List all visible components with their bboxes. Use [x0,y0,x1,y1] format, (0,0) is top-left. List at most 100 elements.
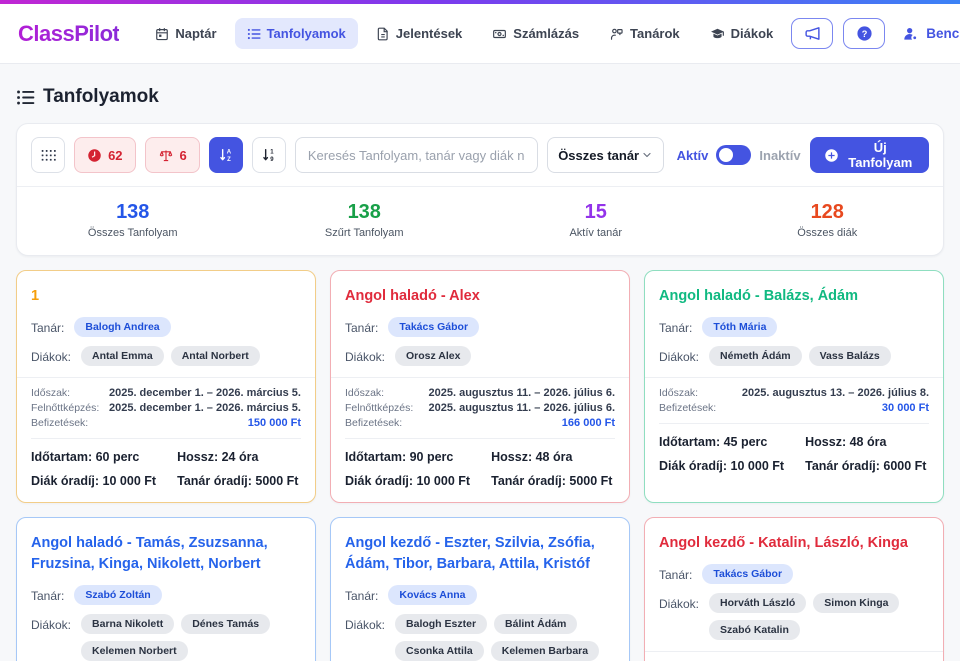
course-card[interactable]: 1 Tanár: Balogh Andrea Diákok: Antal Emma Ant… [16,270,316,504]
info-label: Befizetések: [345,417,403,430]
announcements-button[interactable] [791,18,834,49]
teacher-pills: Kovács Anna [388,585,477,606]
teacher-pills: Szabó Zoltán [74,585,162,606]
list-icon [247,27,261,41]
plus-circle-icon [824,148,839,163]
students-label: Diákok: [345,618,386,633]
course-card[interactable]: Angol haladó - Balázs, Ádám Tanár: Tóth Má… [644,270,944,504]
main-nav: Naptár Tanfolyamok Jelentések Számlázás Taná… [143,18,785,49]
divider [31,438,301,440]
teacher-rate-cell: Tanár óradíj: 5000 Ft [177,474,299,489]
duration-cell: Időtartam: 45 perc [659,435,768,450]
info-row: Felnőttképzés: 2025. december 1. – 2026. … [31,402,301,414]
divider [659,423,929,425]
nav-item-label: Tanárok [630,26,680,41]
help-button[interactable]: ? [843,18,886,49]
teacher-row: Tanár: Szabó Zoltán [31,585,301,606]
balance-alerts-button[interactable]: 6 [144,137,200,173]
app-header: ClassPilot Naptár Tanfolyamok Jelentések Sz… [0,4,960,64]
new-course-button[interactable]: Új Tanfolyam [809,137,930,173]
report-icon [376,27,390,41]
info-row: Befizetések: 166 000 Ft [345,417,615,429]
teacher-filter-select[interactable]: Összes tanár [547,137,664,173]
divider [645,377,943,379]
nav-item-számlázás[interactable]: Számlázás [480,18,591,49]
header-right: ? Benc [791,18,960,49]
stat-item: 128 Összes diák [712,201,944,239]
view-grid-button[interactable] [31,137,66,173]
length-cell: Hossz: 48 óra [491,450,573,465]
student-pills: Németh Ádám Vass Balázs [709,346,891,367]
teacher-label: Tanár: [659,321,693,336]
active-label: Aktív [676,147,709,163]
students-label: Diákok: [31,618,72,633]
nav-item-label: Diákok [730,26,774,41]
stat-item: 138 Összes Tanfolyam [17,201,249,239]
info-row: Befizetések: 150 000 Ft [31,417,301,429]
course-title: Angol haladó - Tamás, Zsuzsanna, Fruzsin… [31,535,268,573]
duration-cell: Időtartam: 90 perc [345,450,454,465]
student-pill: Simon Kinga [813,593,900,614]
info-row: Befizetések: 30 000 Ft [659,402,929,414]
stat-item: 15 Aktív tanár [480,201,712,239]
divider [645,651,943,653]
length-cell: Hossz: 24 óra [177,450,259,465]
active-inactive-toggle[interactable] [716,145,752,165]
nav-item-tanárok[interactable]: Tanárok [597,18,692,49]
nav-item-tanfolyamok[interactable]: Tanfolyamok [234,18,358,49]
stat-label: Összes Tanfolyam [87,227,178,239]
nav-item-jelentések[interactable]: Jelentések [364,18,475,49]
student-pill: Barna Nikolett [81,614,175,635]
student-pill: Antal Emma [81,346,164,367]
student-pill: Dénes Tamás [181,614,271,635]
info-row: Időszak: 2025. augusztus 11. – 2026. júli… [345,387,615,399]
teacher-label: Tanár: [345,321,379,336]
info-label: Felnőttképzés: [345,402,414,415]
students-row: Diákok: Horváth László Simon Kinga Szabó Ka… [659,593,929,641]
teacher-pill: Kovács Anna [388,585,477,606]
course-title: 1 [31,288,40,304]
search-input[interactable] [294,137,539,173]
course-card[interactable]: Angol haladó - Tamás, Zsuzsanna, Fruzsin… [16,517,316,661]
svg-text:A: A [227,149,232,155]
teacher-pills: Takács Gábor [388,317,480,338]
student-pill: Kelemen Barbara [490,641,600,661]
student-pill: Horváth László [709,593,807,614]
stat-value: 138 [116,201,150,223]
user-icon [903,26,919,42]
teacher-label: Tanár: [31,589,65,604]
balance-alerts-count: 6 [179,147,187,163]
student-pill: Orosz Alex [395,346,472,367]
student-pills: Orosz Alex [395,346,472,367]
pending-alerts-button[interactable]: 62 [74,137,136,173]
teacher-pill: Takács Gábor [388,317,480,338]
teacher-rate-cell: Tanár óradíj: 6000 Ft [805,459,927,474]
course-card[interactable]: Angol kezdő - Katalin, László, Kinga Taná… [644,517,944,661]
nav-item-label: Naptár [175,26,217,41]
new-course-label: Új Tanfolyam [848,140,913,170]
course-card[interactable]: Angol kezdő - Eszter, Szilvia, Zsófia, Á… [330,517,630,661]
course-card[interactable]: Angol haladó - Alex Tanár: Takács Gábor Diá… [330,270,630,504]
user-menu[interactable]: Benc [903,20,960,47]
info-value: 2025. december 1. – 2026. március 5. [108,402,301,415]
teacher-pill: Szabó Zoltán [74,585,162,606]
svg-text:Z: Z [227,157,231,163]
student-pills: Balogh Eszter Bálint Ádám Csonka Attila Kel… [395,614,615,661]
nav-item-diákok[interactable]: Diákok [698,18,786,49]
info-label: Időszak: [31,387,71,400]
teacher-filter-value: Összes tanár [558,147,640,163]
nav-item-naptár[interactable]: Naptár [143,18,228,49]
course-metrics: Időtartam: 60 perc Hossz: 24 óra Diák órad… [31,450,301,488]
toolbar: 62 6 AZ 19 Összes tanár [31,137,930,173]
chevron-down-icon [641,149,653,161]
teacher-rate-cell: Tanár óradíj: 5000 Ft [491,474,613,489]
app-logo: ClassPilot [18,20,120,46]
stat-label: Szűrt Tanfolyam [324,227,404,239]
teacher-label: Tanár: [345,589,379,604]
info-label: Befizetések: [31,417,89,430]
info-value: 30 000 Ft [881,402,929,415]
